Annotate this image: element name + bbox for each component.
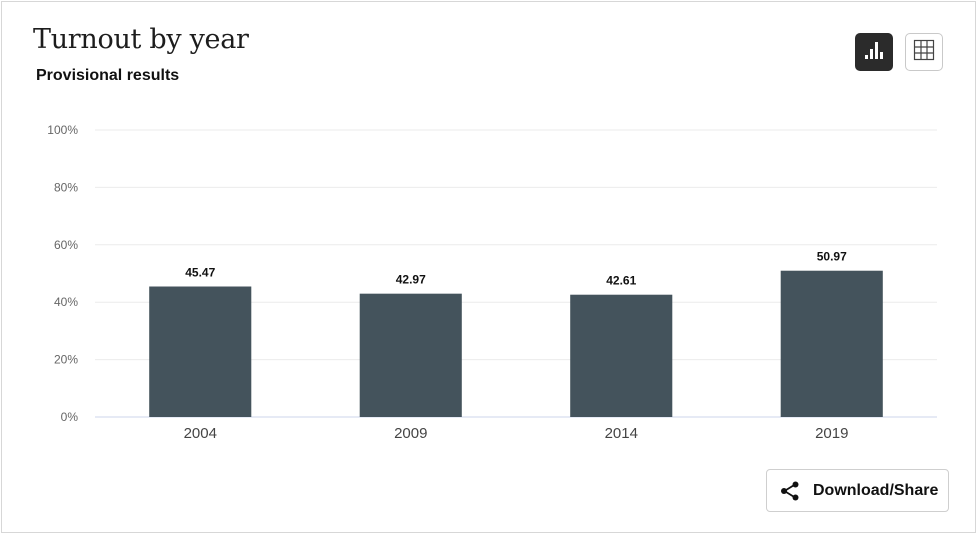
x-tick-label: 2009 [394, 425, 427, 442]
y-tick-label: 0% [61, 410, 79, 424]
data-label: 42.61 [606, 274, 636, 288]
grid-table-icon [913, 39, 935, 66]
chart-view-button[interactable] [855, 33, 893, 71]
download-share-button[interactable]: Download/Share [766, 469, 949, 512]
x-tick-label: 2019 [815, 425, 848, 442]
y-tick-label: 40% [54, 295, 78, 309]
bar [570, 294, 673, 417]
data-label: 42.97 [396, 273, 426, 287]
data-label: 50.97 [817, 250, 847, 264]
page-title: Turnout by year [33, 24, 249, 55]
x-tick-label: 2004 [184, 425, 217, 442]
share-icon [779, 480, 801, 502]
data-label: 45.47 [185, 266, 215, 280]
y-tick-label: 20% [54, 353, 78, 367]
y-tick-label: 60% [54, 238, 78, 252]
bar-chart-icon [863, 39, 885, 66]
y-tick-label: 80% [54, 180, 78, 194]
download-share-label: Download/Share [813, 481, 939, 499]
bar [359, 293, 462, 417]
bar [780, 270, 883, 417]
x-tick-label: 2014 [605, 425, 638, 442]
bar [149, 286, 252, 417]
page-subtitle: Provisional results [36, 67, 180, 84]
y-tick-label: 100% [47, 123, 78, 137]
table-view-button[interactable] [905, 33, 943, 71]
